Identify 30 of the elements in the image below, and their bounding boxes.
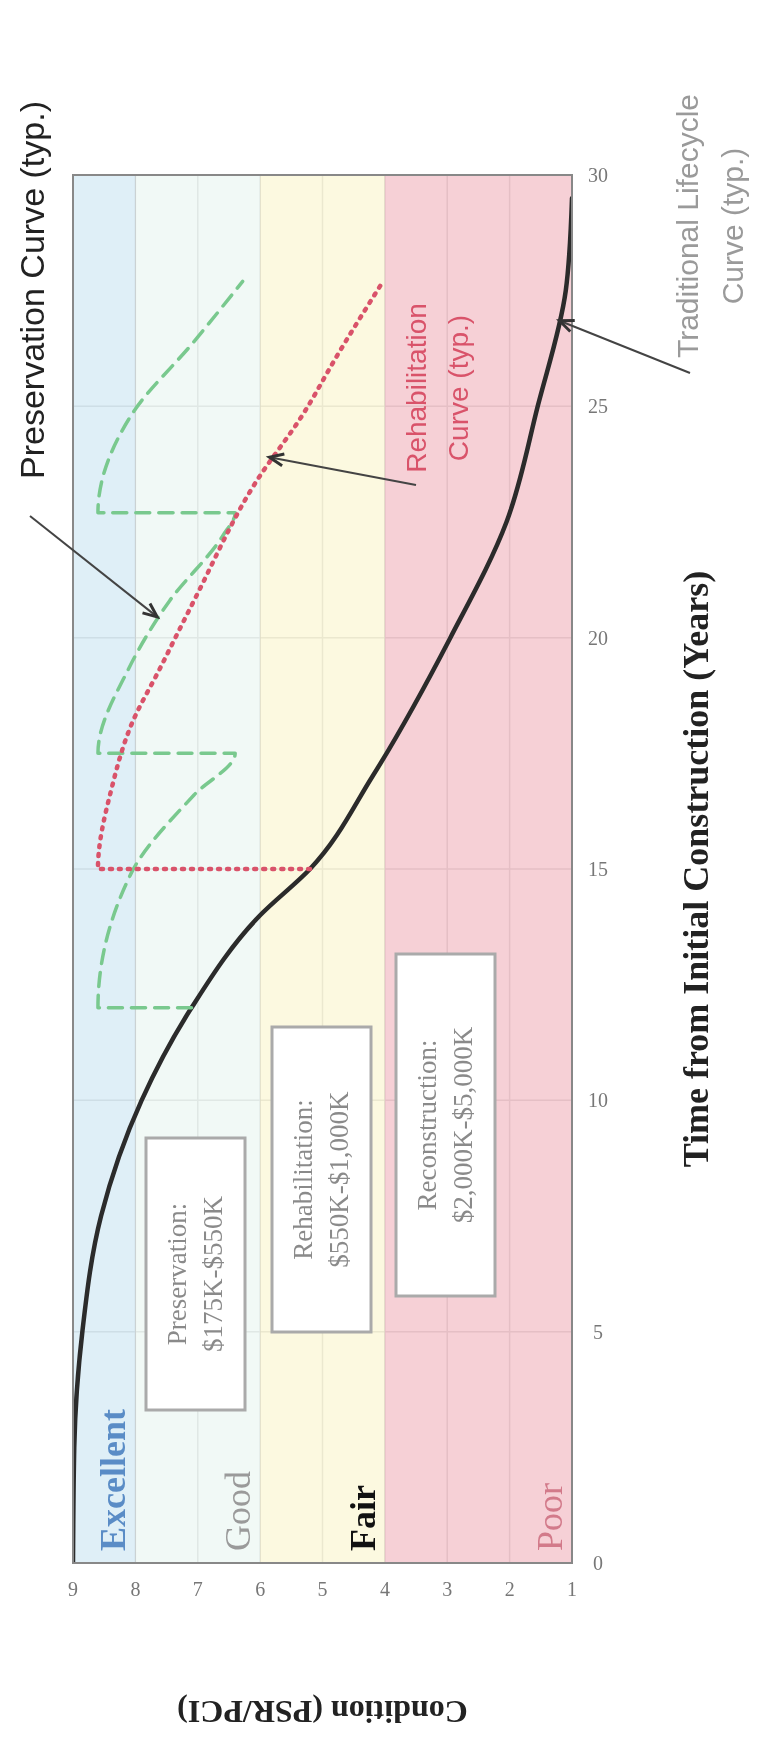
annotation: Traditional Lifecycle Curve (typ.) [671,93,749,359]
y-tick-label: 15 [588,858,608,880]
band-label: Fair [342,1485,383,1551]
x-tick-label: 4 [379,1578,390,1600]
x-tick-label: 6 [255,1578,266,1600]
annotation: Preservation: $175K-$550K [162,1195,228,1352]
y-tick-label: 25 [588,395,608,418]
x-tick-label: 2 [504,1578,515,1600]
x-axis-title: Condition (PSR/PCI) [177,1694,468,1730]
y-tick-label: 20 [588,626,608,649]
line-series [96,279,245,1010]
annotation: Rehabilitation Curve (typ.) [401,303,474,473]
line-series [73,195,572,1563]
annotation: Reconstruction: $2,000K-$5,000K [412,1026,478,1224]
band-label: Excellent [93,1409,134,1551]
x-tick-label: 7 [192,1578,203,1600]
band-label: Good [218,1471,259,1551]
annotation: Rehabilitation: $550K-$1,000K [288,1090,354,1268]
x-tick-label: 9 [68,1578,78,1600]
annotation: Preservation Curve (typ.) [13,101,51,479]
x-tick-label: 1 [567,1578,577,1600]
y-tick-label: 10 [588,1089,608,1112]
y-tick-label: 30 [588,164,608,186]
y-axis-title: Time from Initial Construction (Years) [676,570,716,1168]
x-tick-label: 8 [130,1578,141,1600]
y-tick-label: 5 [593,1320,603,1343]
x-tick-label: 5 [317,1578,328,1600]
band-label: Poor [530,1482,570,1551]
y-tick-label: 0 [593,1552,603,1574]
x-tick-label: 3 [442,1578,453,1600]
